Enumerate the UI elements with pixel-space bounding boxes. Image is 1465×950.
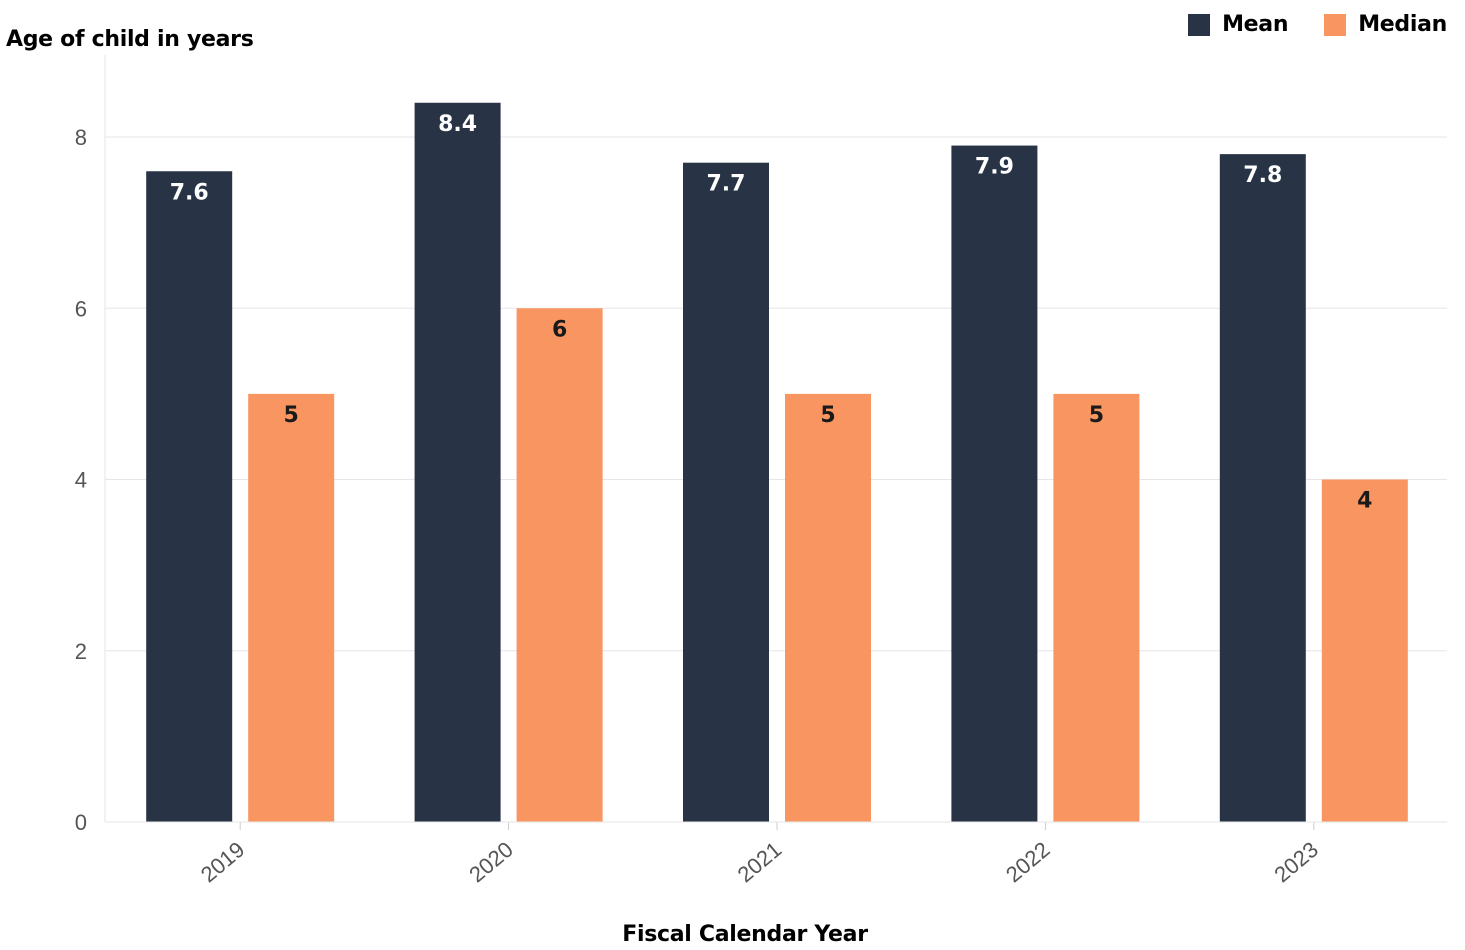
legend-swatch-median	[1324, 13, 1347, 36]
x-tick-label: 2021	[733, 837, 787, 888]
data-label-median-2021: 5	[820, 403, 835, 428]
data-label-mean-2022: 7.9	[975, 155, 1014, 180]
data-label-mean-2019: 7.6	[170, 180, 209, 205]
x-tick-label: 2020	[464, 837, 518, 888]
bar-median-2021	[785, 393, 871, 822]
legend-label-mean: Mean	[1222, 12, 1289, 37]
bar-median-2019	[248, 393, 335, 822]
x-axis-title: Fiscal Calendar Year	[622, 922, 868, 947]
data-label-median-2023: 4	[1357, 489, 1372, 514]
data-label-mean-2023: 7.8	[1243, 163, 1282, 188]
y-tick-label: 6	[75, 296, 87, 321]
data-label-median-2022: 5	[1089, 403, 1104, 428]
bar-mean-2022	[951, 145, 1038, 822]
y-tick-label: 0	[75, 810, 87, 835]
y-tick-label: 8	[75, 125, 87, 150]
y-tick-label: 2	[75, 639, 87, 664]
legend-item-median: Median	[1324, 12, 1447, 37]
x-tick-label: 2023	[1269, 837, 1323, 888]
y-tick-label: 4	[75, 468, 87, 493]
legend-swatch-mean	[1188, 13, 1211, 36]
y-axis-title: Age of child in years	[6, 27, 254, 52]
data-label-median-2020: 6	[552, 317, 567, 342]
bar-median-2020	[516, 308, 603, 822]
data-label-mean-2020: 8.4	[438, 112, 477, 137]
data-label-median-2019: 5	[284, 403, 299, 428]
data-label-mean-2021: 7.7	[707, 172, 746, 197]
bar-mean-2020	[414, 102, 501, 822]
bar-median-2022	[1053, 393, 1140, 822]
x-tick-label: 2019	[196, 837, 250, 888]
x-tick-label: 2022	[1001, 837, 1055, 888]
bar-median-2023	[1321, 479, 1408, 822]
bar-mean-2023	[1219, 154, 1306, 822]
bar-mean-2019	[146, 171, 233, 822]
legend-label-median: Median	[1358, 12, 1447, 37]
bar-mean-2021	[683, 162, 769, 822]
legend-item-mean: Mean	[1188, 12, 1288, 37]
legend: Mean Median	[1188, 12, 1447, 37]
